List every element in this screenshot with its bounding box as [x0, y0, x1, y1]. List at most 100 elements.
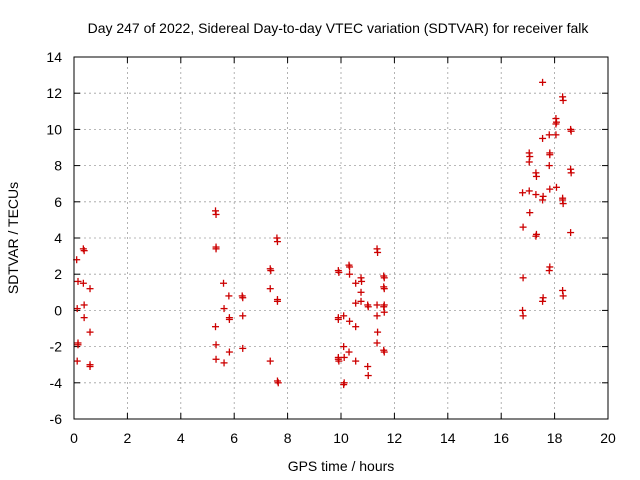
- y-tick-label: 0: [54, 302, 62, 318]
- x-tick-label: 8: [284, 430, 292, 446]
- data-point: [364, 372, 372, 380]
- data-point: [380, 308, 388, 316]
- data-point: [380, 348, 388, 356]
- data-point: [335, 357, 343, 365]
- data-point: [220, 279, 228, 287]
- y-tick-label: -2: [50, 339, 63, 355]
- data-point: [546, 185, 554, 193]
- data-point: [273, 297, 281, 305]
- y-tick-label: 8: [54, 158, 62, 174]
- data-point: [79, 279, 87, 287]
- data-point: [532, 191, 540, 199]
- x-tick-label: 14: [440, 430, 456, 446]
- y-tick-label: -6: [50, 411, 63, 427]
- data-point: [340, 353, 348, 361]
- data-point: [559, 292, 567, 300]
- data-point: [220, 359, 228, 367]
- data-point: [352, 323, 360, 331]
- data-point: [374, 328, 382, 336]
- x-tick-label: 16: [493, 430, 509, 446]
- x-tick-label: 0: [70, 430, 78, 446]
- data-point: [352, 279, 360, 287]
- x-tick-label: 6: [230, 430, 238, 446]
- data-point: [567, 229, 575, 237]
- data-point: [266, 357, 274, 365]
- data-point: [220, 305, 228, 313]
- data-point: [225, 348, 233, 356]
- data-point: [364, 363, 372, 371]
- x-tick-labels: 0 2 4 6 8 10 12 14 16 18 20: [70, 430, 616, 446]
- data-point: [340, 343, 348, 351]
- chart-title: Day 247 of 2022, Sidereal Day-to-day VTE…: [88, 20, 590, 36]
- data-point: [274, 379, 282, 387]
- data-point: [364, 303, 372, 311]
- data-point: [352, 357, 360, 365]
- data-point: [212, 210, 220, 218]
- data-point: [340, 312, 348, 320]
- data-point: [525, 187, 533, 195]
- data-point: [239, 294, 247, 302]
- data-point: [335, 268, 343, 276]
- data-point: [519, 223, 527, 231]
- data-point: [519, 312, 527, 320]
- data-point: [567, 169, 575, 177]
- data-point: [73, 357, 81, 365]
- data-point: [525, 158, 533, 166]
- y-tick-labels: -6 -4 -2 0 2 4 6 8 10 12 14: [46, 49, 62, 427]
- data-point: [346, 263, 354, 271]
- data-points: [73, 78, 575, 389]
- x-axis-label: GPS time / hours: [288, 458, 395, 474]
- data-point: [539, 297, 547, 305]
- data-point: [86, 363, 94, 371]
- y-tick-label: 12: [46, 85, 62, 101]
- data-point: [239, 344, 247, 352]
- data-point: [373, 301, 381, 309]
- y-tick-label: -4: [50, 375, 63, 391]
- data-point: [74, 341, 82, 349]
- data-point: [519, 274, 527, 282]
- data-point: [266, 285, 274, 293]
- data-point: [346, 270, 354, 278]
- data-point: [225, 292, 233, 300]
- data-point: [519, 189, 527, 197]
- y-tick-label: 14: [46, 49, 62, 65]
- data-point: [212, 323, 220, 331]
- data-point: [526, 209, 534, 217]
- grid: [74, 57, 608, 419]
- plot-frame: [73, 56, 609, 420]
- data-point: [340, 381, 348, 389]
- data-point: [552, 120, 560, 128]
- data-point: [352, 299, 360, 307]
- data-point: [225, 315, 233, 323]
- data-point: [212, 245, 220, 253]
- data-point: [539, 78, 547, 86]
- data-point: [559, 96, 567, 104]
- data-point: [559, 200, 567, 208]
- data-point: [545, 162, 553, 170]
- y-tick-label: 6: [54, 194, 62, 210]
- data-point: [346, 317, 354, 325]
- data-point: [212, 341, 220, 349]
- x-tick-label: 2: [124, 430, 132, 446]
- data-point: [80, 301, 88, 309]
- data-point: [539, 196, 547, 204]
- data-point: [86, 285, 94, 293]
- data-point: [345, 348, 353, 356]
- data-point: [532, 172, 540, 180]
- data-point: [380, 274, 388, 282]
- x-tick-label: 10: [333, 430, 349, 446]
- data-point: [546, 151, 554, 159]
- data-point: [552, 131, 560, 139]
- data-point: [373, 339, 381, 347]
- data-point: [273, 238, 281, 246]
- y-tick-label: 4: [54, 230, 62, 246]
- y-tick-label: 10: [46, 121, 62, 137]
- data-point: [73, 305, 81, 313]
- x-tick-label: 20: [600, 430, 616, 446]
- data-point: [80, 247, 88, 255]
- data-point: [212, 355, 220, 363]
- data-point: [267, 267, 275, 275]
- data-point: [373, 312, 381, 320]
- x-tick-label: 18: [547, 430, 563, 446]
